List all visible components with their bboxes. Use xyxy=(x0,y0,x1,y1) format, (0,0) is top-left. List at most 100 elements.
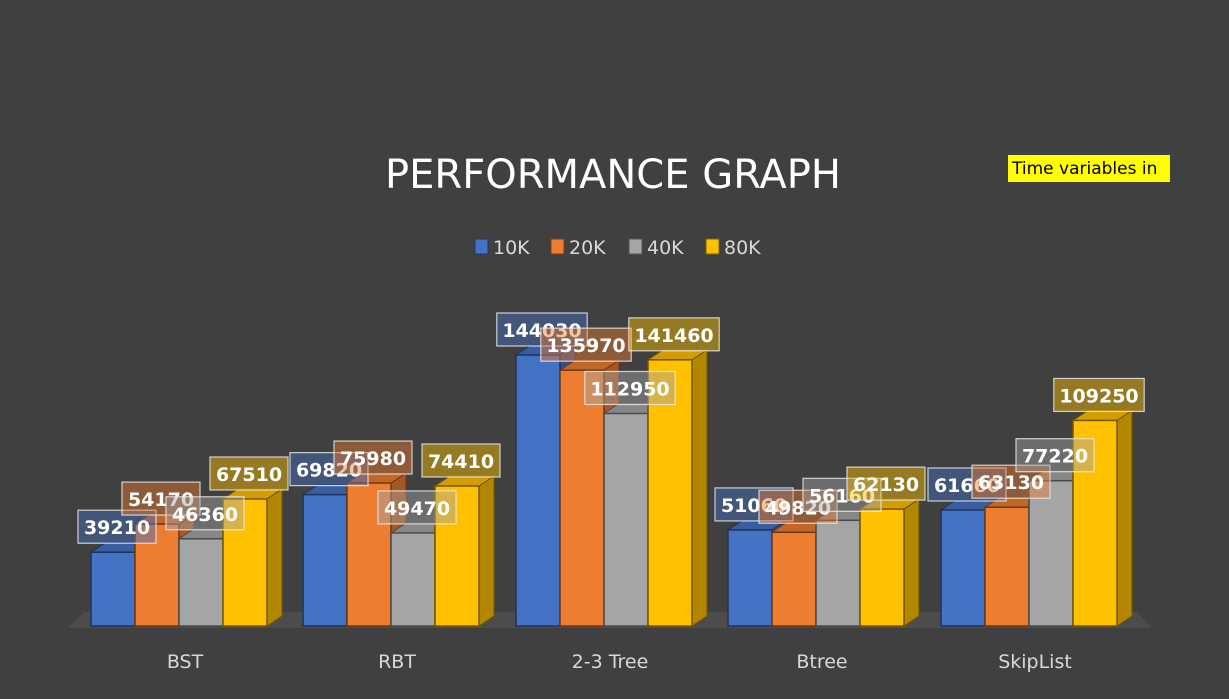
bar-front-face xyxy=(178,538,224,627)
bar-side-face xyxy=(903,498,920,627)
data-label-value: 144030 xyxy=(502,320,581,342)
bar-front-face xyxy=(302,493,348,627)
data-label-box xyxy=(165,496,245,531)
data-label-80K-BST: 67510 xyxy=(209,456,289,491)
legend-item-20K[interactable]: 20K xyxy=(550,237,606,259)
bar-front-face xyxy=(984,506,1030,627)
data-label-box xyxy=(1015,438,1095,473)
bar-side-face xyxy=(478,475,495,627)
data-label-box xyxy=(289,452,369,487)
data-label-box xyxy=(628,317,720,352)
bar-side-face xyxy=(266,488,283,627)
bar-20K-RBT[interactable] xyxy=(345,472,408,627)
category-label-RBT: RBT xyxy=(378,651,416,673)
bar-front-face xyxy=(559,369,605,627)
data-label-value: 135970 xyxy=(546,335,625,357)
data-label-10K-RBT: 69820 xyxy=(289,452,369,487)
category-label-Btree: Btree xyxy=(796,651,847,673)
data-label-value: 63130 xyxy=(978,472,1044,494)
legend-swatch xyxy=(705,238,720,255)
data-label-value: 62130 xyxy=(853,474,919,496)
data-label-10K-BST: 39210 xyxy=(77,509,157,544)
data-label-value: 46360 xyxy=(172,504,238,526)
data-label-box xyxy=(714,487,794,522)
data-label-80K-SkipList: 109250 xyxy=(1053,377,1145,413)
data-label-value: 49820 xyxy=(765,497,831,519)
bar-80K-Btree[interactable] xyxy=(858,498,921,627)
data-label-box xyxy=(421,443,501,478)
category-label-SkipList: SkipList xyxy=(998,651,1072,673)
legend[interactable]: 10K 20K 40K 80K xyxy=(474,237,761,259)
data-label-20K-BST: 54170 xyxy=(121,481,201,516)
bar-front-face xyxy=(603,412,649,627)
legend-label: 20K xyxy=(569,237,606,259)
data-label-value: 77220 xyxy=(1022,446,1088,468)
data-label-box xyxy=(377,490,457,525)
bar-front-face xyxy=(940,509,986,627)
data-label-40K-RBT: 49470 xyxy=(377,490,457,525)
data-label-value: 112950 xyxy=(590,378,669,400)
bar-front-face xyxy=(1072,419,1118,627)
data-label-box xyxy=(971,464,1051,499)
bar-80K-BST[interactable] xyxy=(221,488,284,627)
data-label-80K-RBT: 74410 xyxy=(421,443,501,478)
data-label-value: 51060 xyxy=(721,495,787,517)
legend-label: 10K xyxy=(493,237,530,259)
legend-item-10K[interactable]: 10K xyxy=(474,237,530,259)
data-label-value: 39210 xyxy=(84,517,150,539)
legend-label: 40K xyxy=(647,237,684,259)
bars-group xyxy=(89,344,1134,627)
data-label-box xyxy=(333,440,413,475)
category-label-2-3-Tree: 2-3 Tree xyxy=(572,651,649,673)
category-label-BST: BST xyxy=(167,651,204,673)
legend-item-40K[interactable]: 40K xyxy=(628,237,684,259)
data-label-value: 61660 xyxy=(934,475,1000,497)
bar-front-face xyxy=(434,485,480,627)
data-label-value: 56160 xyxy=(809,485,875,507)
data-label-20K-Btree: 49820 xyxy=(758,489,838,524)
data-label-80K-Btree: 62130 xyxy=(846,466,926,501)
legend-item-80K[interactable]: 80K xyxy=(705,237,761,259)
data-label-box xyxy=(927,467,1007,502)
bar-front-face xyxy=(727,529,773,627)
note-box: Time variables in xyxy=(1008,155,1170,182)
legend-swatch xyxy=(474,238,489,255)
data-label-10K-2-3-Tree: 144030 xyxy=(496,312,588,347)
bar-80K-SkipList[interactable] xyxy=(1071,409,1134,627)
bar-front-face xyxy=(90,551,136,627)
data-label-value: 74410 xyxy=(428,451,494,473)
data-label-10K-SkipList: 61660 xyxy=(927,467,1007,502)
bar-front-face xyxy=(515,354,561,627)
note-text: Time variables in xyxy=(1011,159,1157,179)
data-label-40K-Btree: 56160 xyxy=(802,477,882,512)
bar-front-face xyxy=(390,532,436,627)
bar-front-face xyxy=(859,508,905,627)
bar-front-face xyxy=(346,482,392,627)
data-label-10K-Btree: 51060 xyxy=(714,487,794,522)
bar-front-face xyxy=(815,519,861,627)
category-axis: BST RBT 2-3 Tree Btree SkipList xyxy=(167,651,1072,673)
data-label-20K-2-3-Tree: 135970 xyxy=(540,327,632,362)
bar-side-face xyxy=(691,348,708,627)
data-label-40K-2-3-Tree: 112950 xyxy=(584,370,676,406)
chart-title: PERFORMANCE GRAPH xyxy=(385,152,841,198)
legend-label: 80K xyxy=(724,237,761,259)
legend-swatch xyxy=(628,238,643,255)
bar-80K-RBT[interactable] xyxy=(433,475,496,627)
bar-front-face xyxy=(222,498,268,627)
data-label-box xyxy=(846,466,926,501)
data-label-20K-SkipList: 63130 xyxy=(971,464,1051,499)
data-label-box xyxy=(1053,377,1145,413)
data-label-80K-2-3-Tree: 141460 xyxy=(628,317,720,352)
data-label-box xyxy=(121,481,201,516)
data-label-box xyxy=(802,477,882,512)
data-label-box xyxy=(77,509,157,544)
data-label-value: 75980 xyxy=(340,448,406,470)
data-label-box xyxy=(496,312,588,347)
data-label-value: 49470 xyxy=(384,498,450,520)
data-label-20K-RBT: 75980 xyxy=(333,440,413,475)
note-background xyxy=(1008,155,1170,182)
